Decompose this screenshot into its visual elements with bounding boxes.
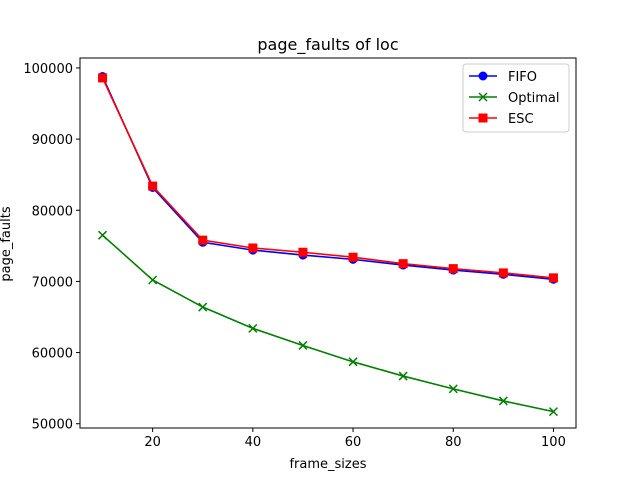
data-point-esc xyxy=(448,264,458,274)
plot-frame xyxy=(79,57,577,429)
series-esc xyxy=(98,73,558,283)
y-tick-label: 100000 xyxy=(23,62,73,77)
data-point-optimal xyxy=(248,323,258,333)
x-tick-label: 20 xyxy=(144,435,161,450)
data-point-esc xyxy=(148,181,158,191)
legend-marker-fifo xyxy=(478,71,488,81)
y-tick-label: 50000 xyxy=(32,418,73,433)
legend-entry-esc: ESC xyxy=(469,112,534,127)
data-point-optimal xyxy=(148,275,158,285)
data-point-optimal xyxy=(98,230,108,240)
legend-entry-optimal: Optimal xyxy=(469,91,559,106)
legend-box xyxy=(462,63,570,133)
data-point-esc xyxy=(198,235,208,245)
x-tick-label: 60 xyxy=(345,435,362,450)
legend: FIFO Optimal ESC xyxy=(462,63,570,133)
data-point-esc xyxy=(98,73,108,83)
data-point-esc xyxy=(548,273,558,283)
x-tick-label: 100 xyxy=(541,435,566,450)
chart-title: page_faults of loc xyxy=(257,35,398,55)
data-point-optimal xyxy=(298,340,308,350)
data-point-optimal xyxy=(498,396,508,406)
data-point-optimal xyxy=(548,407,558,417)
plot-series xyxy=(98,72,558,417)
data-point-esc xyxy=(348,252,358,262)
legend-label-esc: ESC xyxy=(508,112,534,127)
data-point-esc xyxy=(248,243,258,253)
data-point-esc xyxy=(398,259,408,269)
data-point-optimal xyxy=(398,371,408,381)
x-tick-label: 40 xyxy=(245,435,262,450)
y-tick-label: 70000 xyxy=(32,275,73,290)
legend-marker-optimal xyxy=(478,92,488,102)
series-line-fifo xyxy=(101,76,554,281)
data-point-esc xyxy=(498,268,508,278)
series-line-esc xyxy=(101,77,554,279)
legend-marker-esc xyxy=(478,113,488,123)
data-point-esc xyxy=(298,247,308,257)
x-axis-label: frame_sizes xyxy=(289,457,366,472)
y-tick-label: 80000 xyxy=(32,204,73,219)
x-tick-label: 80 xyxy=(445,435,462,450)
data-point-optimal xyxy=(198,302,208,312)
legend-label-optimal: Optimal xyxy=(508,91,559,106)
y-tick-label: 90000 xyxy=(32,133,73,148)
data-point-optimal xyxy=(348,357,358,367)
series-optimal xyxy=(98,230,558,417)
series-line-optimal xyxy=(102,234,554,413)
axis-ticks: 20 40 60 80 100 50000 60000 70000 80000 90000 1000… xyxy=(23,62,566,450)
y-tick-label: 60000 xyxy=(32,347,73,362)
data-point-optimal xyxy=(448,384,458,394)
y-axis-label: page_faults xyxy=(0,206,14,281)
legend-label-fifo: FIFO xyxy=(508,70,537,85)
legend-entry-fifo: FIFO xyxy=(469,70,537,85)
